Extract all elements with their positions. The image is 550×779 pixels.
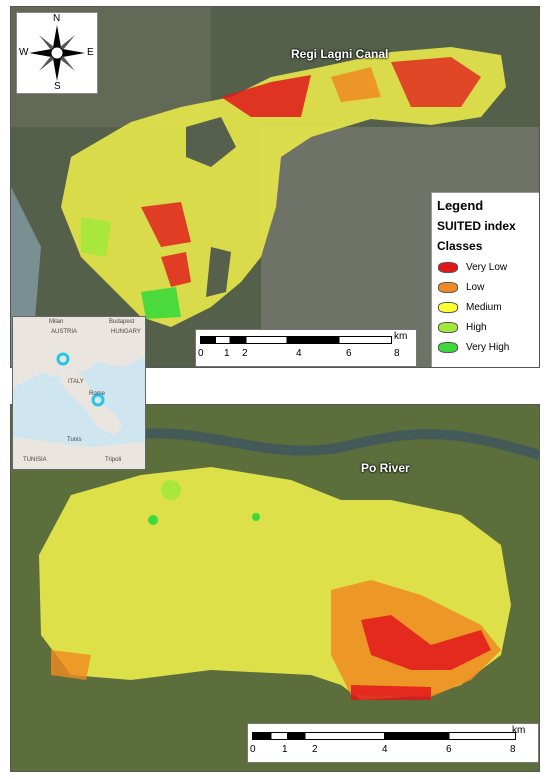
hole-urban <box>186 117 236 167</box>
very-low-zone <box>141 202 191 247</box>
compass-s: S <box>54 81 61 92</box>
scale-tick: 4 <box>382 744 388 755</box>
scale-tick: 1 <box>224 348 230 359</box>
legend-item-label: Low <box>466 281 485 293</box>
scale-tick: 8 <box>510 744 516 755</box>
low-zone <box>331 67 381 102</box>
legend-swatch <box>438 261 458 273</box>
very-low-zone <box>161 252 191 287</box>
legend-item: Low <box>438 277 539 297</box>
very-high-zone <box>141 287 181 319</box>
very-low-zone <box>391 57 481 107</box>
top-scale-bar: 0 1 2 4 6 8 km <box>195 329 417 367</box>
scale-tick: 8 <box>394 348 400 359</box>
inset-label: Rome <box>89 391 106 397</box>
compass-w: W <box>19 47 29 58</box>
scale-unit: km <box>512 725 526 736</box>
scale-tick: 0 <box>198 348 204 359</box>
legend-box: Legend SUITED index Classes Very Low Low… <box>431 192 539 367</box>
scale-tick: 1 <box>282 744 288 755</box>
legend-subtitle: SUITED index <box>437 219 516 233</box>
legend-title: Legend <box>437 198 484 213</box>
very-low-zone <box>221 75 311 117</box>
north-arrow-compass: N S E W <box>16 12 98 94</box>
legend-swatch <box>438 321 458 333</box>
scale-tick: 0 <box>250 744 256 755</box>
scale-unit: km <box>394 331 408 342</box>
high-zone <box>81 217 111 257</box>
scale-tick: 2 <box>312 744 318 755</box>
inset-label: Tripoli <box>105 457 122 463</box>
compass-e: E <box>87 47 94 58</box>
inset-label: ITALY <box>68 379 84 385</box>
very-high-zone <box>148 515 158 525</box>
inset-label: TUNISIA <box>23 457 47 463</box>
inset-label: Tunis <box>67 437 82 443</box>
scale-tick: 4 <box>296 348 302 359</box>
legend-item: High <box>438 317 539 337</box>
italy-outline <box>13 317 145 469</box>
top-map-panel[interactable]: N S E W Regi Lagni Canal 0 1 2 4 6 8 km … <box>10 6 540 368</box>
compass-rose-icon <box>29 25 85 81</box>
low-zone <box>51 650 91 680</box>
bottom-scale-bar: 0 1 2 4 6 8 km <box>247 723 539 763</box>
scale-tick: 6 <box>346 348 352 359</box>
legend-swatch <box>438 341 458 353</box>
legend-item-label: Very Low <box>466 261 508 273</box>
legend-item: Very High <box>438 337 539 357</box>
inset-locator-map[interactable]: Milan Budapest AUSTRIA HUNGARY ITALY Rom… <box>12 316 146 470</box>
po-river-label: Po River <box>361 461 410 475</box>
legend-swatch <box>438 281 458 293</box>
regi-lagni-canal-label: Regi Lagni Canal <box>291 47 389 61</box>
very-low-zone <box>361 615 491 670</box>
legend-swatch <box>438 301 458 313</box>
inset-label: AUSTRIA <box>51 329 78 335</box>
top-map-raster <box>11 7 539 367</box>
very-high-zone <box>252 513 260 521</box>
inset-label: Milan <box>49 319 64 325</box>
compass-n: N <box>53 13 61 24</box>
legend-item-label: Medium <box>466 301 502 313</box>
legend-item-label: High <box>466 321 487 333</box>
scale-tick: 6 <box>446 744 452 755</box>
high-zone <box>161 480 181 500</box>
inset-label: HUNGARY <box>111 329 141 335</box>
legend-item-label: Very High <box>466 341 510 353</box>
legend-classes-title: Classes <box>437 239 483 253</box>
legend-item: Very Low <box>438 257 539 277</box>
legend-item: Medium <box>438 297 539 317</box>
scale-tick: 2 <box>242 348 248 359</box>
very-low-zone <box>351 685 431 700</box>
hole-urban <box>206 247 231 297</box>
inset-label: Budapest <box>109 319 135 325</box>
